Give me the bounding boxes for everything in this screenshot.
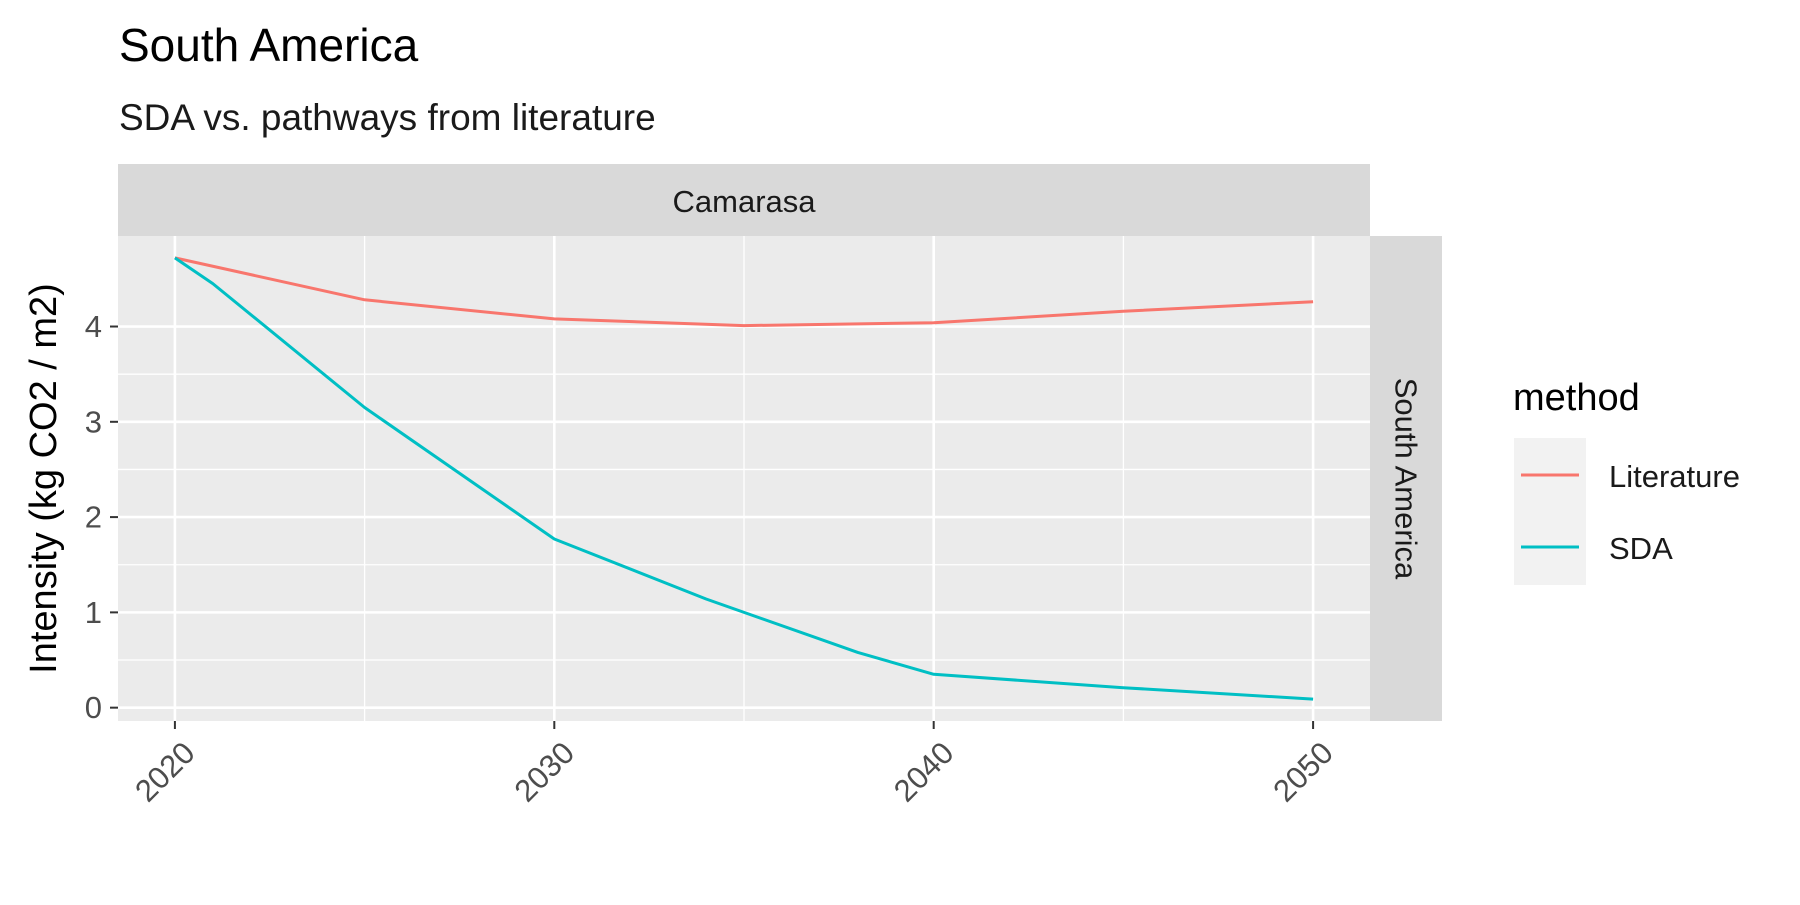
y-tick-label: 2 <box>85 500 102 535</box>
facet-strip-right <box>1370 236 1442 721</box>
legend: method Literature SDA <box>1513 377 1740 585</box>
series-line-sda <box>174 256 1314 701</box>
y-tick-label: 3 <box>85 404 102 439</box>
facet-strip-right-label: South America <box>1389 378 1424 580</box>
facet-strip-top-label: Camarasa <box>673 184 817 219</box>
series-line-literature <box>174 256 1314 328</box>
y-tick-label: 1 <box>85 595 102 630</box>
x-tick-label: 2020 <box>128 735 202 809</box>
x-tick-label: 2050 <box>1266 735 1340 809</box>
x-tick-label: 2030 <box>508 735 582 809</box>
y-axis-title: Intensity (kg CO2 / m2) <box>23 283 65 674</box>
y-tick-label: 0 <box>85 690 102 725</box>
chart-title: South America <box>119 19 419 71</box>
legend-title: method <box>1513 377 1640 419</box>
legend-key-background <box>1514 438 1586 585</box>
facet-strip-top <box>118 164 1370 236</box>
legend-label-literature: Literature <box>1609 459 1740 494</box>
legend-label-sda: SDA <box>1609 531 1673 566</box>
series-layer <box>174 256 1314 701</box>
y-tick-label: 4 <box>85 309 102 344</box>
chart-subtitle: SDA vs. pathways from literature <box>119 97 656 138</box>
x-tick-label: 2040 <box>887 735 961 809</box>
